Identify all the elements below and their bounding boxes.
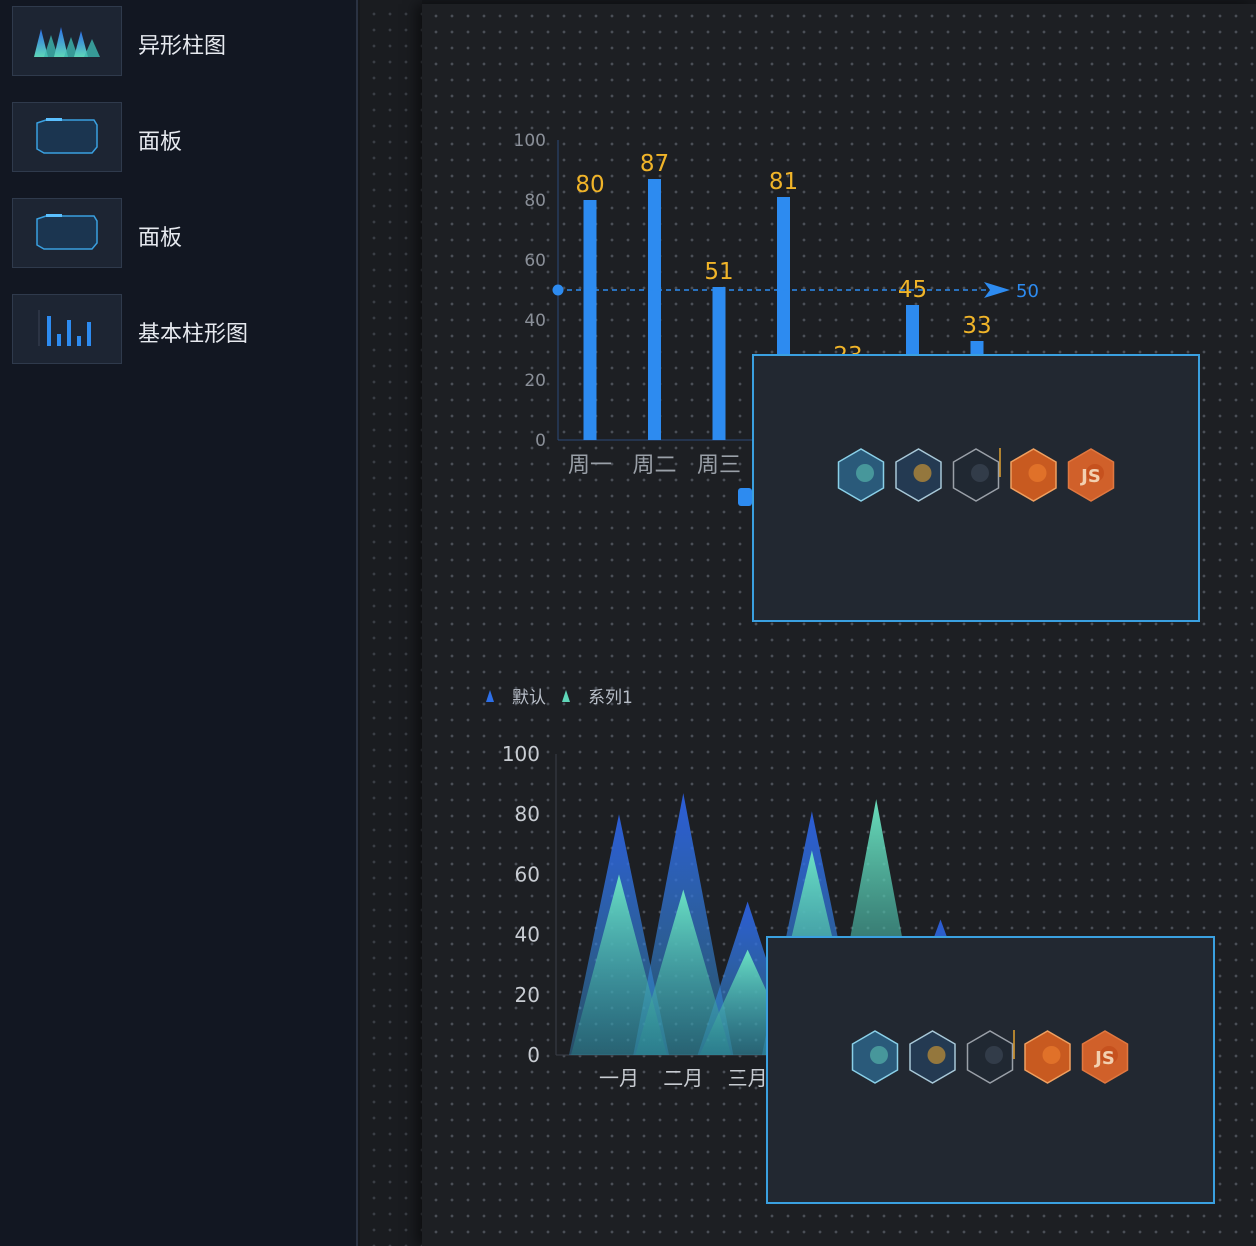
y-tick-label: 20 [524,371,546,391]
nebula-blue-hex-icon [851,1030,899,1084]
y-tick-label: 100 [514,131,546,151]
js-hex-icon: JS [1081,1030,1129,1084]
triangle-bar-mark [635,889,732,1055]
legend-label: 默认 [512,688,546,708]
triangle-bar-mark [633,793,734,1055]
bar-value-label: 80 [575,172,604,198]
markline-arrow-icon [984,282,1010,298]
bar-value-label: 81 [769,169,798,195]
js-badge-label: JS [1093,1048,1115,1069]
x-tick-label: 一月 [599,1066,639,1090]
legend-marker-icon [486,690,494,702]
component-item-basic-bar[interactable]: 基本柱形图 [12,294,342,366]
bar-mark [648,179,661,440]
x-tick-label: 二月 [663,1066,703,1090]
panel-frame-thumbnail-icon [12,102,122,172]
legend-label: 系列1 [588,688,633,708]
y-tick-label: 40 [515,923,540,947]
y-tick-label: 0 [535,431,546,451]
basic-bar-chart-thumbnail-icon [12,294,122,364]
galaxy-gold-hex-icon [895,448,942,502]
js-badge-label: JS [1079,466,1101,487]
js-hex-icon: JS [1067,448,1115,502]
y-tick-label: 60 [524,251,546,271]
component-item-label: 基本柱形图 [138,322,249,347]
component-item-panel[interactable]: 面板 [12,102,342,174]
bar-mark [583,200,597,440]
component-sidebar: 异形柱图 面板 面板 [0,0,358,1246]
x-tick-label: 周三 [697,453,741,478]
y-tick-label: 60 [515,862,540,886]
y-tick-label: 40 [524,311,546,331]
triangle-bar-mark [569,814,669,1055]
bar-mark [712,287,726,440]
x-tick-label: 周一 [568,453,612,478]
y-tick-label: 0 [527,1043,540,1067]
hex-badge-row: JS [851,1030,1129,1084]
bar-value-label: 33 [962,313,991,339]
bar-value-label: 87 [640,151,669,177]
markline-value-label: 50 [1016,281,1039,302]
component-item-label: 面板 [138,226,183,251]
hex-badge-row: JS [837,448,1115,502]
y-tick-label: 20 [515,983,540,1007]
canvas-gutter [360,0,422,1246]
decor-panel[interactable]: JS [752,354,1200,622]
component-item-label: 面板 [138,130,183,155]
orange-nebula-hex-icon [1010,448,1057,502]
decor-panel[interactable]: JS [766,936,1215,1204]
resize-handle[interactable] [738,488,752,506]
y-tick-label: 80 [524,191,546,211]
y-tick-label: 80 [515,802,540,826]
triangle-bar-mark [571,874,667,1055]
orange-nebula-hex-icon [1024,1030,1071,1084]
dark-space-hex-icon [966,1030,1014,1084]
panel-frame-thumbnail-icon [12,198,122,268]
component-item-panel[interactable]: 面板 [12,198,342,270]
x-tick-label: 周二 [632,453,676,478]
component-item-label: 异形柱图 [138,34,227,59]
y-tick-label: 100 [502,742,540,766]
nebula-blue-hex-icon [837,448,885,502]
triangle-bar-chart-thumbnail-icon [12,6,122,76]
x-tick-label: 三月 [728,1066,768,1090]
legend-marker-icon [562,690,570,702]
dark-space-hex-icon [952,448,1000,502]
bar-value-label: 51 [704,259,733,285]
galaxy-gold-hex-icon [909,1030,956,1084]
component-item-triangle-bar[interactable]: 异形柱图 [12,6,342,78]
